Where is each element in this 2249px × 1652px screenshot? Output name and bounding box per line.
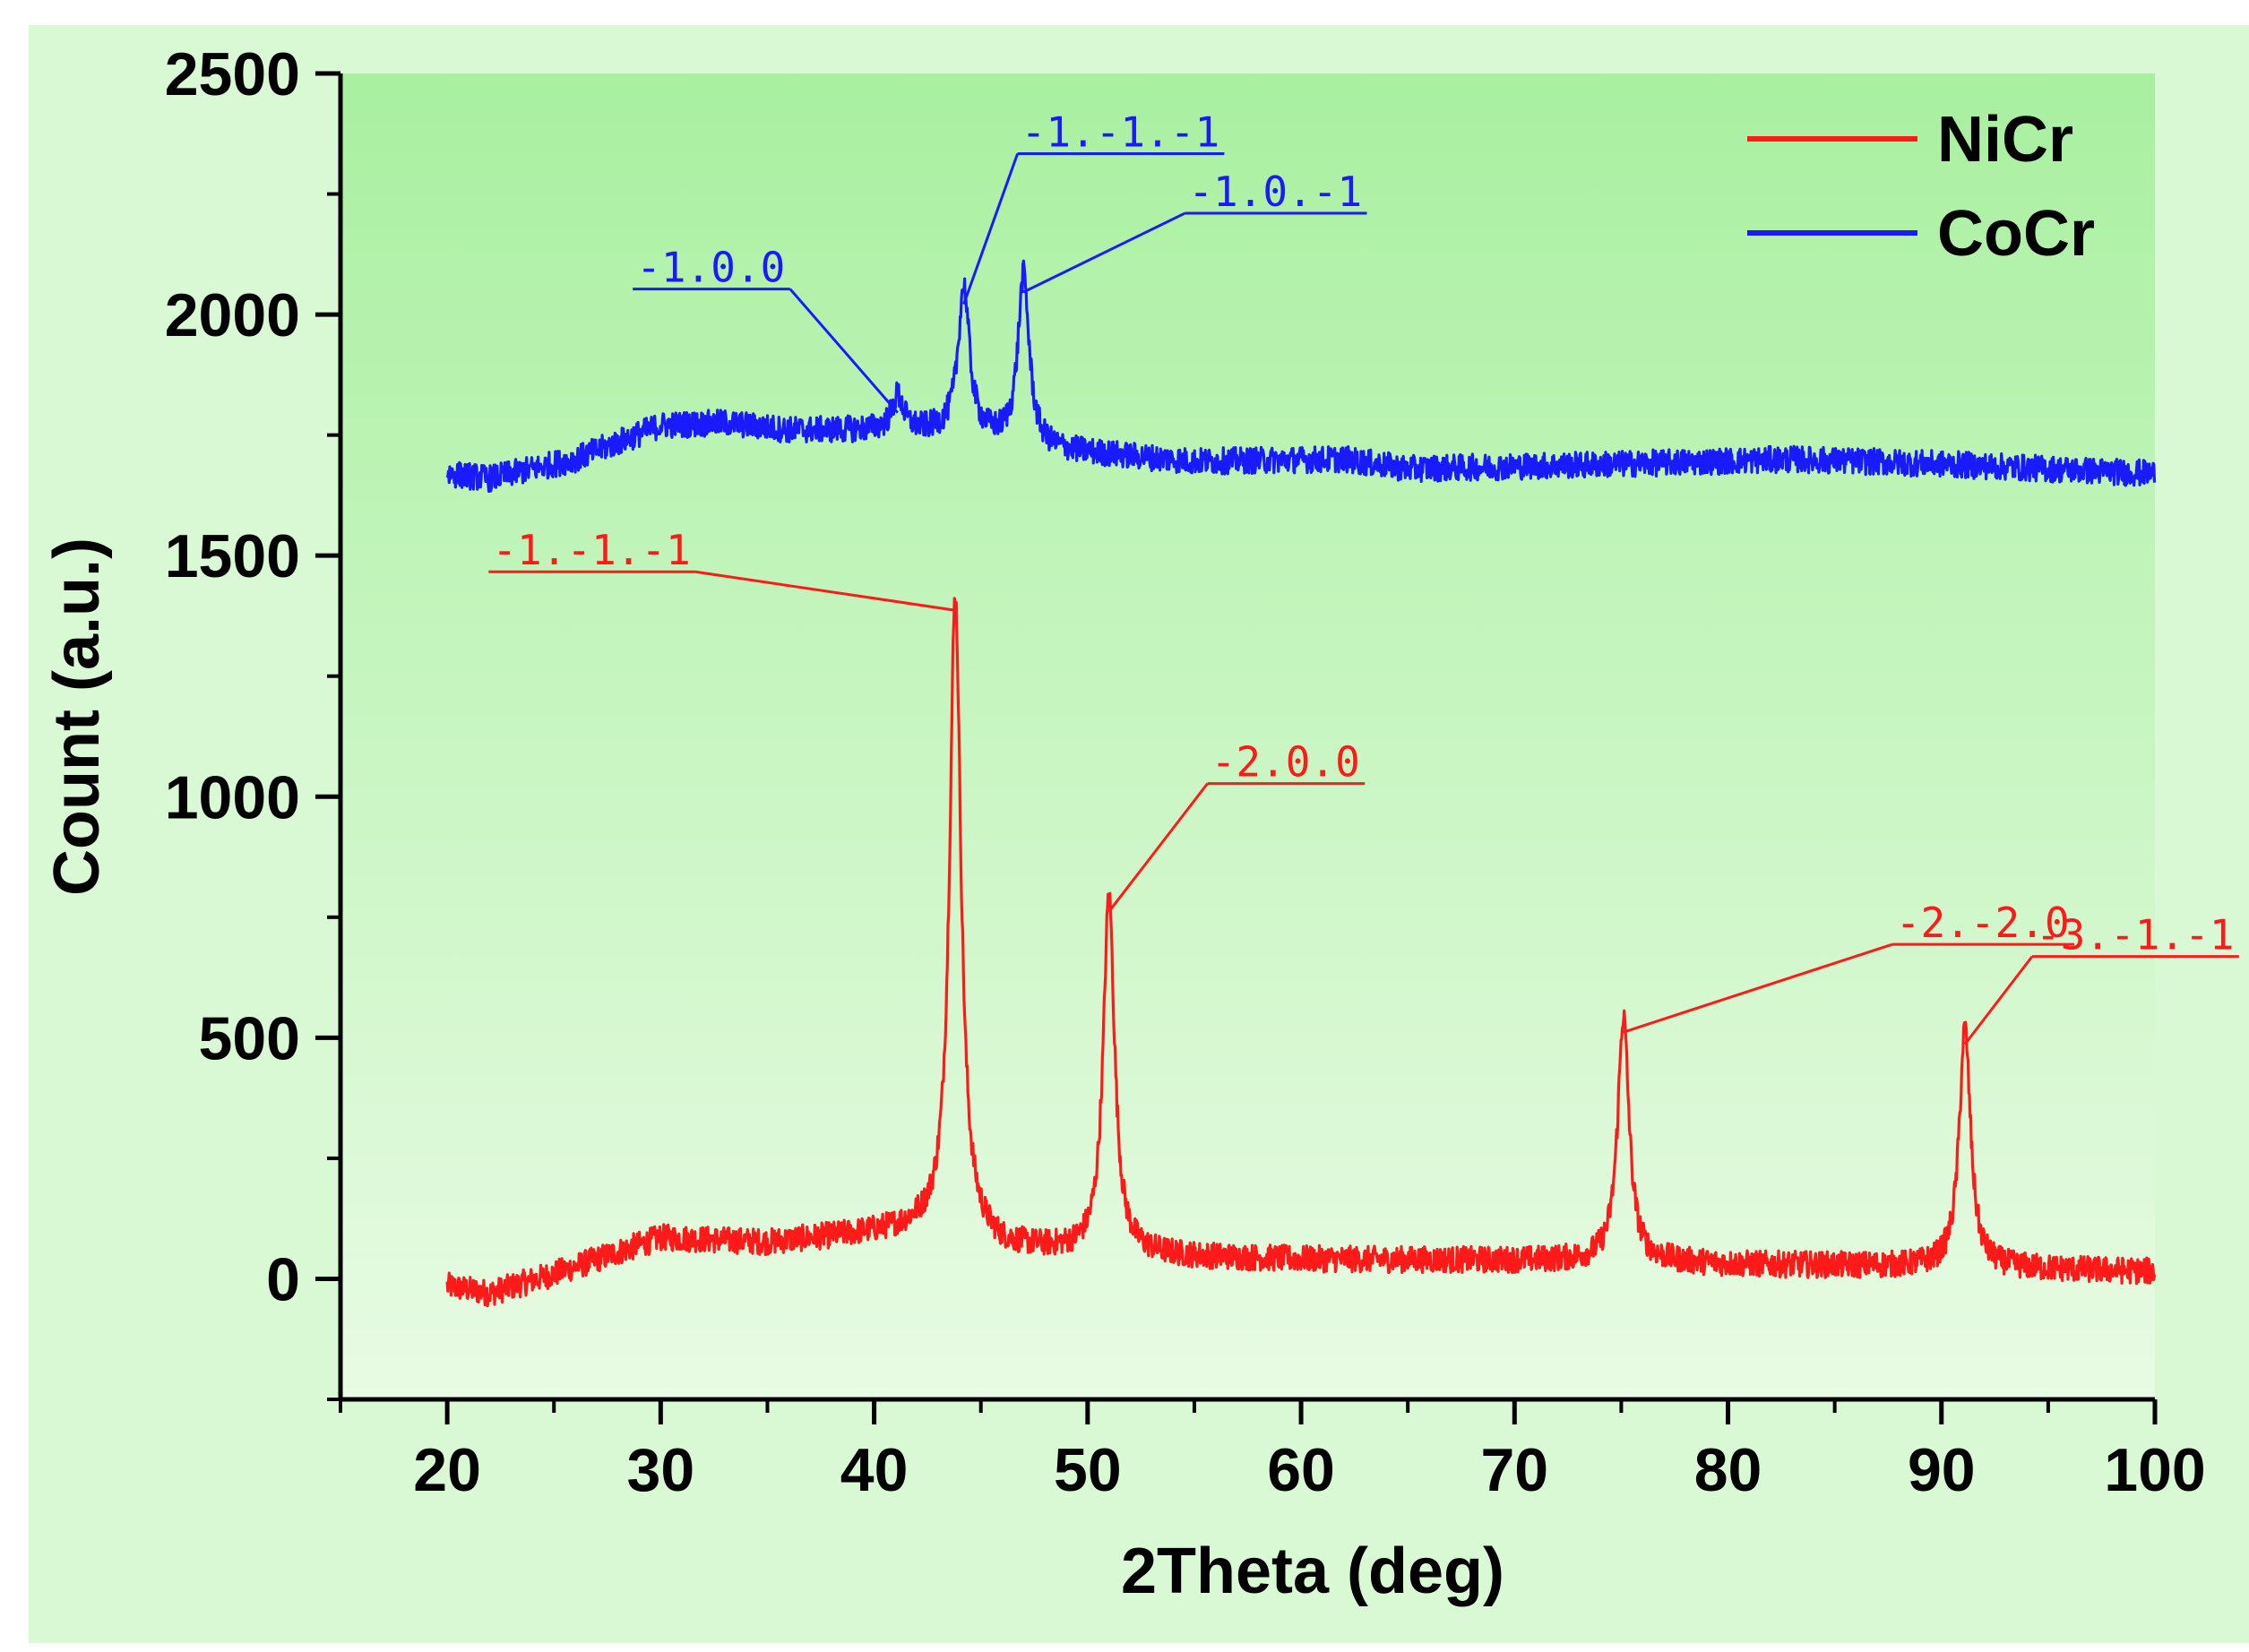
y-tick-label: 0 <box>266 1245 300 1313</box>
peak-label: -1.-1.-1 <box>492 526 691 574</box>
x-tick-label: 30 <box>627 1436 695 1504</box>
x-tick-label: 100 <box>2104 1436 2205 1504</box>
peak-label: -1.0.0 <box>636 244 785 292</box>
axes-layer: 0 500 1000 1500 2000 2500 20 30 40 50 60 70 80 90 100 <box>165 40 2206 1504</box>
y-tick-label: 500 <box>199 1004 300 1072</box>
legend-label-cocr: CoCr <box>1937 198 2095 270</box>
peak-leader-line <box>694 570 956 612</box>
x-tick-label: 50 <box>1054 1436 1122 1504</box>
peak-leader-line <box>788 288 899 414</box>
peak-label: -1.0.-1 <box>1188 168 1362 216</box>
x-tick-label: 20 <box>413 1436 481 1504</box>
y-tick-label: 2000 <box>165 281 300 349</box>
y-tick-label: 2500 <box>165 40 300 108</box>
peak-label: -1.-1.-1 <box>1021 108 1220 156</box>
peak-leader-line <box>1107 782 1209 913</box>
y-tick-label: 1000 <box>165 763 300 831</box>
x-axis-title: 2Theta (deg) <box>1121 1536 1504 1607</box>
x-tick-label: 70 <box>1480 1436 1548 1504</box>
x-tick-label: 90 <box>1908 1436 1976 1504</box>
peak-leader-line <box>962 152 1020 305</box>
legend-label-nicr: NiCr <box>1937 104 2073 176</box>
peak-leader-line <box>1963 955 2034 1045</box>
legend: NiCr CoCr <box>1747 104 2095 270</box>
x-tick-label: 40 <box>840 1436 909 1504</box>
series-line-nicr <box>445 597 2157 1308</box>
series-layer <box>445 259 2157 1308</box>
peak-label: -2.0.0 <box>1211 738 1360 787</box>
y-axis-title: Count (a.u.) <box>41 538 113 896</box>
peak-label: -2.-2.0 <box>1896 899 2070 947</box>
plot-area <box>340 73 2155 1399</box>
x-tick-label: 60 <box>1267 1436 1335 1504</box>
peak-leader-line <box>1022 211 1186 294</box>
y-tick-label: 1500 <box>165 522 300 590</box>
x-tick-label: 80 <box>1694 1436 1762 1504</box>
series-line-cocr <box>445 259 2157 494</box>
peak-label: -3.-1.-1 <box>2036 911 2235 959</box>
peak-leader-line <box>1623 942 1893 1034</box>
annotation-layer: -1.-1.-1 -2.0.0 -2.-2.0-3.-1.-1 -1.0.0 -1.-1… <box>488 108 2239 1045</box>
